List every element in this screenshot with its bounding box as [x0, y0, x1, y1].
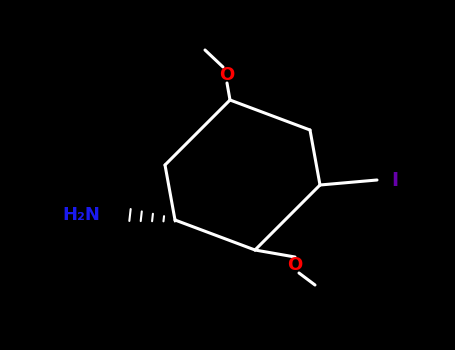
Text: O: O: [219, 66, 235, 84]
Text: H₂N: H₂N: [62, 206, 100, 224]
Text: I: I: [391, 170, 399, 189]
Text: O: O: [288, 256, 303, 274]
